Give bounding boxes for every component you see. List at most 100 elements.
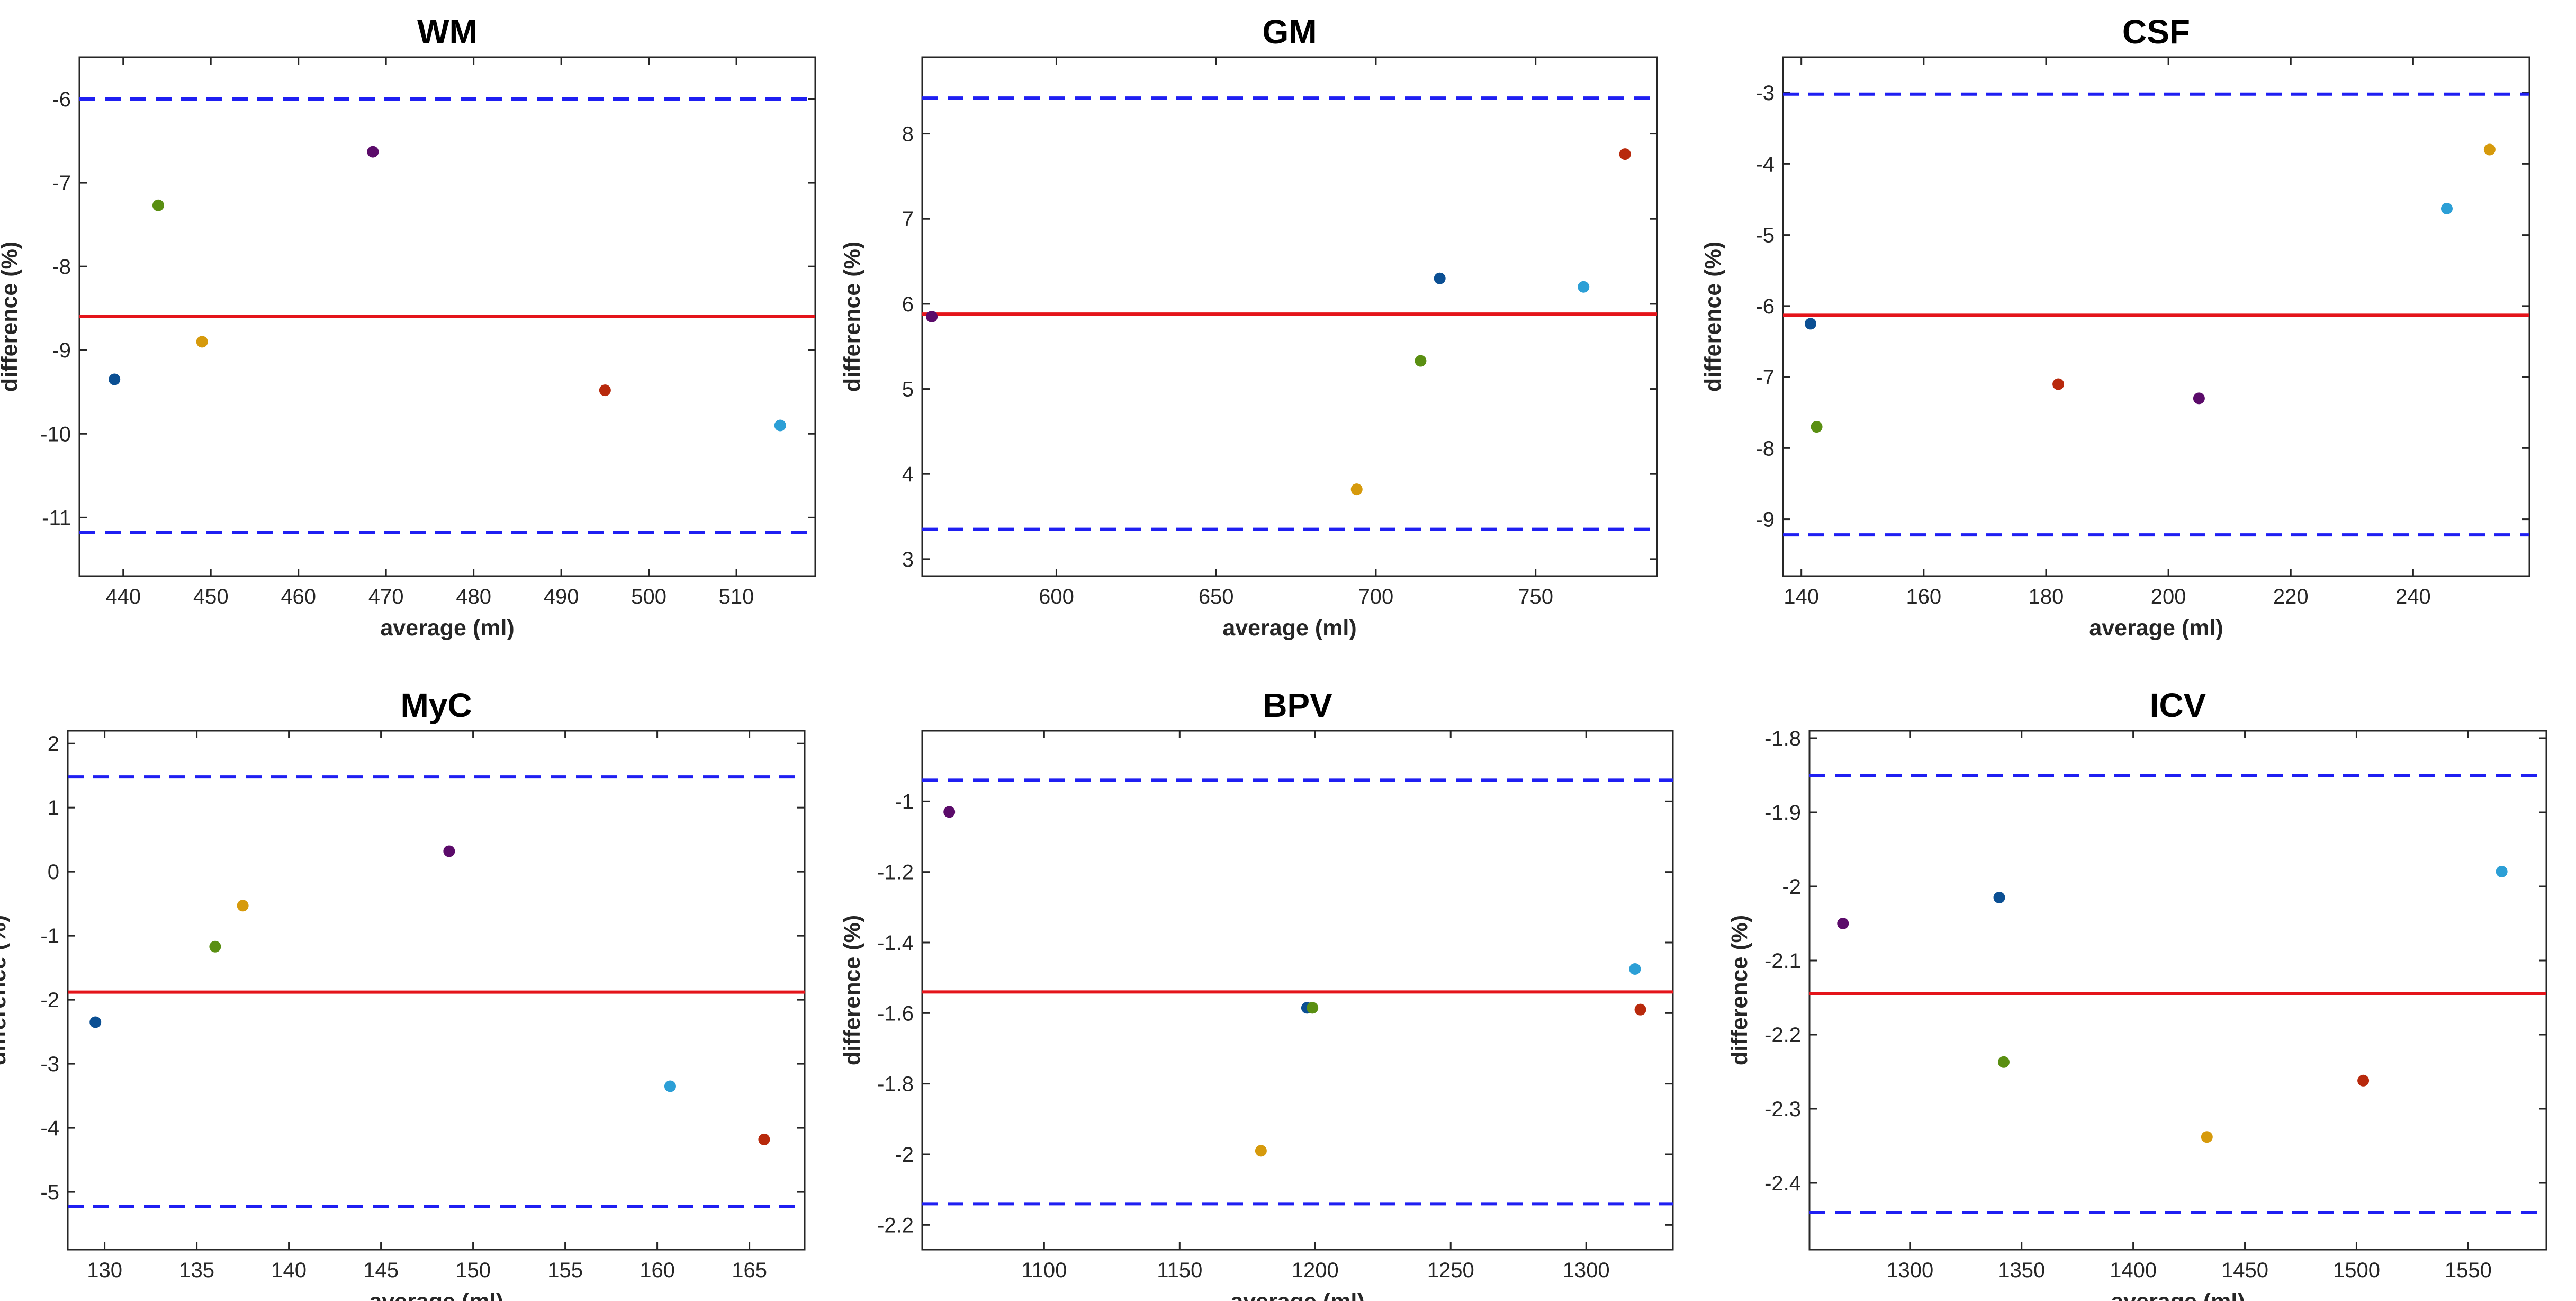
y-tick-label: 5 — [902, 378, 914, 401]
x-tick-label: 440 — [105, 585, 141, 608]
y-tick-label: -1 — [40, 925, 59, 948]
x-axis-label: average (ml) — [1230, 1289, 1364, 1301]
y-tick-label: -7 — [1755, 366, 1775, 389]
plot-area — [921, 730, 1674, 1251]
y-tick-label: -1.8 — [1764, 727, 1801, 750]
y-tick-label: -2.1 — [1764, 949, 1801, 973]
x-tick-label: 180 — [2029, 585, 2064, 608]
x-tick-label: 650 — [1199, 585, 1234, 608]
x-tick-label: 1100 — [1021, 1259, 1067, 1282]
y-tick-label: -1.9 — [1764, 801, 1801, 824]
data-point — [2201, 1131, 2213, 1143]
y-tick-label: -9 — [1755, 508, 1775, 532]
y-tick-label: -7 — [52, 172, 71, 195]
y-tick-label: -2 — [895, 1143, 914, 1167]
y-tick-label: -2.3 — [1764, 1098, 1801, 1121]
y-tick-label: -4 — [40, 1117, 59, 1140]
x-tick-label: 480 — [456, 585, 491, 608]
data-point — [367, 146, 379, 158]
y-tick-label: -10 — [40, 423, 71, 446]
data-point — [1415, 355, 1427, 367]
y-tick-label: -2.2 — [1764, 1024, 1801, 1047]
x-tick-label: 1550 — [2445, 1259, 2492, 1282]
x-tick-label: 510 — [719, 585, 754, 608]
x-tick-label: 750 — [1518, 585, 1553, 608]
data-point — [152, 199, 164, 211]
data-point — [2496, 866, 2508, 877]
data-point — [1993, 892, 2005, 903]
x-tick-label: 150 — [455, 1259, 491, 1282]
panel-myc: MyC 130 135 140 145 150 155 160 165 -5 -4 -3 -2 -1 0 1 2… — [0, 686, 806, 1301]
data-point — [1811, 421, 1823, 433]
x-tick-label: 165 — [732, 1259, 767, 1282]
data-point — [2052, 378, 2065, 390]
y-tick-label: -1.6 — [877, 1002, 914, 1025]
x-axis-label: average (ml) — [1222, 615, 1356, 641]
x-tick-label: 490 — [544, 585, 579, 608]
x-tick-label: 140 — [1784, 585, 1819, 608]
x-axis-label: average (ml) — [2111, 1289, 2245, 1301]
data-point — [1805, 318, 1817, 330]
data-point — [943, 806, 956, 818]
data-point — [1634, 1003, 1646, 1016]
data-point — [599, 384, 611, 397]
data-point — [209, 940, 221, 953]
data-point — [2357, 1074, 2370, 1087]
data-point — [1629, 963, 1641, 975]
data-point — [1307, 1002, 1319, 1014]
y-tick-label: -1.8 — [877, 1073, 914, 1096]
data-point — [89, 1016, 102, 1028]
data-point — [1578, 281, 1590, 293]
plot-area — [67, 730, 806, 1251]
panel-title: BPV — [1263, 686, 1332, 724]
panel-bpv: BPV 1100 1150 1200 1250 1300 -2.2 -2 -1.8 -1.6 -1.… — [840, 686, 1674, 1301]
x-tick-label: 1400 — [2110, 1259, 2157, 1282]
panel-gm: GM 600 650 700 750 3 4 5 6 7 8 average (ml) differen… — [840, 13, 1658, 641]
x-tick-label: 145 — [363, 1259, 399, 1282]
panel-title: ICV — [2150, 686, 2206, 724]
x-tick-label: 130 — [87, 1259, 122, 1282]
plot-area — [1808, 730, 2547, 1251]
x-tick-label: 1150 — [1157, 1259, 1202, 1282]
y-tick-label: 0 — [48, 860, 59, 884]
panel-icv: ICV 1300 1350 1400 1450 1500 1550 -2.4 -2.3 -2.2 -… — [1727, 686, 2547, 1301]
panel-csf: CSF 140 160 180 200 220 240 -9 -8 -7 -6 -5 -4 -3 avera… — [1700, 13, 2530, 641]
y-tick-label: 4 — [902, 463, 914, 486]
y-tick-label: -9 — [52, 339, 71, 362]
panel-title: CSF — [2122, 13, 2190, 51]
panel-title: WM — [417, 13, 478, 51]
x-tick-label: 1300 — [1563, 1259, 1610, 1282]
y-axis-label: difference (%) — [0, 241, 22, 392]
data-point — [1837, 918, 1849, 929]
x-tick-label: 1250 — [1427, 1259, 1474, 1282]
y-tick-label: -2 — [1782, 875, 1801, 899]
y-axis-label: difference (%) — [1700, 241, 1726, 392]
x-tick-label: 220 — [2273, 585, 2309, 608]
x-tick-label: 470 — [368, 585, 404, 608]
y-tick-label: -1.4 — [877, 931, 914, 955]
data-point — [443, 845, 455, 857]
x-tick-label: 1300 — [1886, 1259, 1933, 1282]
y-tick-label: -2.2 — [877, 1214, 914, 1237]
y-tick-label: -6 — [52, 88, 71, 111]
y-tick-label: 7 — [902, 208, 914, 231]
panel-title: GM — [1262, 13, 1317, 51]
data-point — [1350, 483, 1363, 496]
y-tick-label: 6 — [902, 293, 914, 316]
data-point — [758, 1133, 770, 1145]
y-tick-label: -8 — [1755, 437, 1775, 460]
y-tick-label: -5 — [1755, 224, 1775, 247]
data-point — [664, 1080, 676, 1092]
y-tick-label: 8 — [902, 123, 914, 146]
x-tick-label: 160 — [1906, 585, 1941, 608]
x-tick-label: 700 — [1358, 585, 1394, 608]
data-point — [1619, 148, 1631, 160]
y-tick-label: 3 — [902, 548, 914, 571]
y-tick-label: -8 — [52, 255, 71, 279]
data-point — [196, 336, 208, 348]
y-axis-label: difference (%) — [840, 915, 865, 1065]
y-tick-label: -11 — [42, 506, 71, 530]
y-axis-label: difference (%) — [1727, 915, 1752, 1065]
y-tick-label: -3 — [40, 1053, 59, 1076]
